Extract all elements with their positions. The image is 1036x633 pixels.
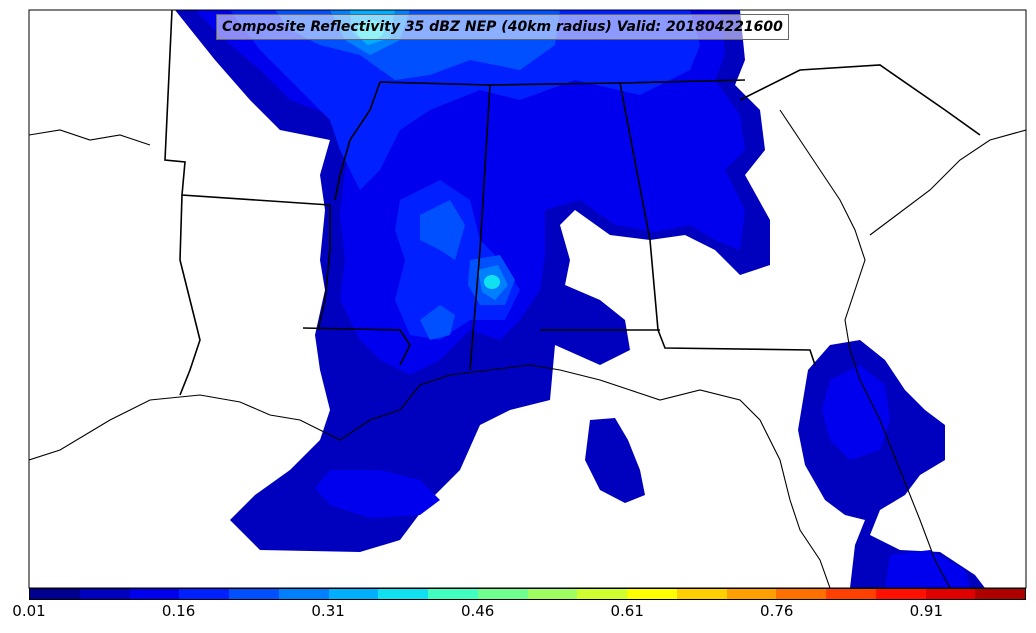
colorbar-tick-label: 0.91 <box>909 602 943 620</box>
colorbar-tick-label: 0.01 <box>12 602 46 620</box>
map-title: Composite Reflectivity 35 dBZ NEP (40km … <box>216 14 789 40</box>
colorbar <box>29 588 1026 600</box>
colorbar-segment <box>428 589 478 599</box>
colorbar-segment <box>179 589 229 599</box>
colorbar-segment <box>527 589 578 599</box>
state-boundaries <box>164 10 981 396</box>
colorbar-segment <box>378 589 428 599</box>
colorbar-segment <box>477 589 528 599</box>
colorbar-tick-label: 0.61 <box>610 602 644 620</box>
colorbar-segment <box>826 589 876 599</box>
colorbar-segment <box>328 589 379 599</box>
colorbar-segment <box>627 589 677 599</box>
colorbar-segment <box>129 589 180 599</box>
colorbar-tick-label: 0.46 <box>460 602 495 620</box>
coastline <box>29 109 1026 588</box>
colorbar-tick-label: 0.76 <box>760 602 794 620</box>
colorbar-segment <box>229 589 279 599</box>
colorbar-segment <box>975 589 1025 599</box>
colorbar-segment <box>676 589 727 599</box>
colorbar-segment <box>278 589 329 599</box>
colorbar-segment <box>875 589 926 599</box>
colorbar-segment <box>577 589 627 599</box>
colorbar-segment <box>925 589 976 599</box>
colorbar-segment <box>30 589 80 599</box>
colorbar-tick-label: 0.31 <box>311 602 345 620</box>
colorbar-segment <box>776 589 826 599</box>
colorbar-segment <box>79 589 130 599</box>
colorbar-tick-label: 0.16 <box>161 602 196 620</box>
colorbar-segment <box>726 589 777 599</box>
